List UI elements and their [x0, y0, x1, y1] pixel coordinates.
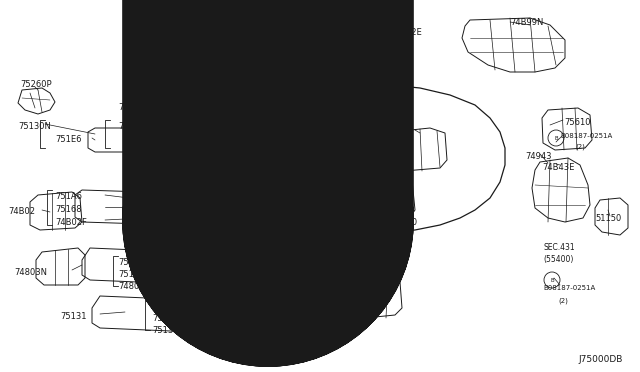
Text: 75261P: 75261P	[360, 285, 392, 294]
Text: 51150: 51150	[595, 214, 621, 223]
Text: 75137: 75137	[152, 314, 179, 323]
Text: 74B60: 74B60	[390, 218, 417, 227]
Text: 75260P: 75260P	[20, 80, 52, 89]
Text: 751A6: 751A6	[55, 192, 82, 201]
Text: (54400M): (54400M)	[244, 237, 281, 246]
Text: 75169: 75169	[118, 270, 145, 279]
Text: B: B	[550, 278, 554, 282]
Text: 74B99N: 74B99N	[510, 18, 543, 27]
Text: 75130: 75130	[118, 103, 145, 112]
Text: 75131: 75131	[60, 312, 86, 321]
Text: J75000DB: J75000DB	[578, 355, 622, 364]
Text: 75130N: 75130N	[18, 122, 51, 131]
Text: 74B43E: 74B43E	[542, 163, 574, 172]
Text: 74B60Q: 74B60Q	[355, 183, 388, 192]
Text: 751A7: 751A7	[118, 258, 145, 267]
Text: 75131N: 75131N	[152, 326, 185, 335]
Text: 751E7: 751E7	[152, 302, 179, 311]
Text: (2): (2)	[558, 297, 568, 304]
Text: 74842: 74842	[272, 55, 298, 64]
Text: (55400): (55400)	[543, 255, 573, 264]
Text: (2): (2)	[575, 143, 585, 150]
Text: B08187-0251A: B08187-0251A	[543, 285, 595, 291]
Text: 75136: 75136	[118, 122, 145, 131]
Text: 74B02: 74B02	[8, 207, 35, 216]
Text: B: B	[554, 135, 558, 141]
Text: 74842E: 74842E	[390, 28, 422, 37]
Text: 74943: 74943	[525, 152, 552, 161]
Text: 75168: 75168	[55, 205, 82, 214]
Text: B08187-0251A: B08187-0251A	[560, 133, 612, 139]
Text: 74803F: 74803F	[118, 282, 150, 291]
Text: 74B02F: 74B02F	[55, 218, 87, 227]
Text: 751E6: 751E6	[55, 135, 81, 144]
Text: SEC.431: SEC.431	[543, 243, 575, 252]
Text: 75650: 75650	[380, 127, 406, 136]
Text: 75610: 75610	[564, 118, 591, 127]
Text: SEC.401: SEC.401	[248, 225, 280, 234]
Text: 74803N: 74803N	[14, 268, 47, 277]
